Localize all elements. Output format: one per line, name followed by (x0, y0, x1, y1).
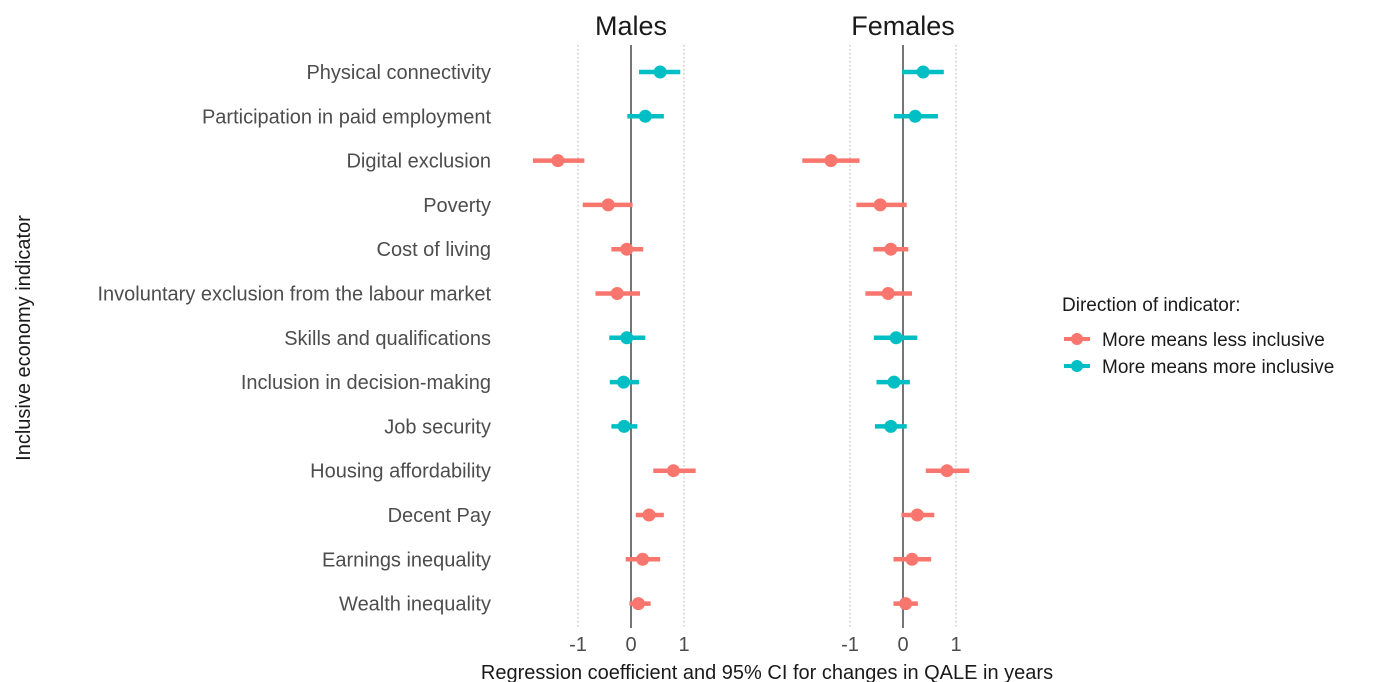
legend-title: Direction of indicator: (1062, 295, 1240, 316)
estimate-point-females-participation-in-paid-employment (908, 109, 922, 123)
estimate-point-males-involuntary-exclusion-from-the-labour-market (610, 287, 624, 300)
estimate-point-females-earnings-inequality (905, 552, 919, 566)
estimate-point-males-participation-in-paid-employment (638, 109, 652, 123)
x-axis-title: Regression coefficient and 95% CI for ch… (481, 662, 1053, 682)
indicator-label-physical-connectivity: Physical connectivity (306, 62, 491, 84)
estimate-point-females-cost-of-living (884, 242, 898, 256)
estimate-point-females-inclusion-in-decision-making (887, 375, 901, 389)
x-tick-label-males-neg1: -1 (569, 634, 587, 656)
indicator-label-poverty: Poverty (423, 195, 491, 217)
indicator-label-housing-affordability: Housing affordability (310, 461, 491, 483)
legend-label-more: More means more inclusive (1102, 357, 1334, 378)
estimate-point-females-decent-pay (910, 508, 924, 522)
estimate-point-females-job-security (884, 419, 898, 433)
indicator-label-involuntary-exclusion-from-the-labour-market: Involuntary exclusion from the labour ma… (97, 284, 491, 306)
x-tick-label-females-neg1: -1 (841, 634, 859, 656)
estimate-point-males-cost-of-living (620, 242, 634, 256)
estimate-point-males-inclusion-in-decision-making (617, 375, 631, 389)
y-axis-title: Inclusive economy indicator (13, 215, 35, 461)
indicator-label-participation-in-paid-employment: Participation in paid employment (202, 106, 491, 128)
estimate-point-males-housing-affordability (666, 464, 680, 478)
estimate-point-males-physical-connectivity (653, 65, 667, 79)
estimate-point-females-skills-and-qualifications (889, 331, 903, 345)
indicator-label-wealth-inequality: Wealth inequality (339, 594, 491, 616)
estimate-point-females-digital-exclusion (824, 154, 838, 168)
x-tick-label-males-pos0: 0 (625, 634, 636, 656)
x-tick-label-females-pos0: 0 (897, 634, 908, 656)
estimate-point-males-job-security (617, 419, 631, 433)
indicator-label-decent-pay: Decent Pay (388, 505, 491, 527)
indicator-label-digital-exclusion: Digital exclusion (346, 151, 491, 173)
panel-title-males: Males (595, 11, 667, 41)
estimate-point-males-skills-and-qualifications (620, 331, 634, 345)
indicator-label-skills-and-qualifications: Skills and qualifications (284, 328, 491, 350)
estimate-point-males-earnings-inequality (636, 552, 650, 566)
estimate-point-males-digital-exclusion (551, 154, 565, 168)
legend: Direction of indicator: More means less … (1062, 295, 1334, 378)
estimate-point-females-housing-affordability (940, 464, 954, 478)
labels-layer: Physical connectivity Participation in pa… (97, 62, 961, 656)
estimate-point-females-poverty (873, 198, 887, 212)
estimate-point-males-wealth-inequality (631, 597, 645, 611)
estimate-point-females-involuntary-exclusion-from-the-labour-market (881, 287, 895, 300)
estimate-point-females-wealth-inequality (899, 597, 913, 611)
marks-layer (532, 65, 970, 611)
indicator-label-job-security: Job security (384, 416, 491, 438)
estimate-point-females-physical-connectivity (916, 65, 930, 79)
indicator-label-inclusion-in-decision-making: Inclusion in decision-making (241, 372, 491, 394)
panel-title-females: Females (851, 11, 955, 41)
indicator-label-cost-of-living: Cost of living (377, 239, 492, 261)
estimate-point-males-poverty (601, 198, 615, 212)
legend-label-less: More means less inclusive (1102, 330, 1325, 351)
x-tick-label-males-pos1: 1 (678, 634, 689, 656)
legend-key-point-more (1071, 360, 1083, 372)
x-tick-label-females-pos1: 1 (950, 634, 961, 656)
legend-key-point-less (1071, 333, 1083, 345)
estimate-point-males-decent-pay (642, 508, 656, 522)
indicator-label-earnings-inequality: Earnings inequality (322, 549, 491, 571)
